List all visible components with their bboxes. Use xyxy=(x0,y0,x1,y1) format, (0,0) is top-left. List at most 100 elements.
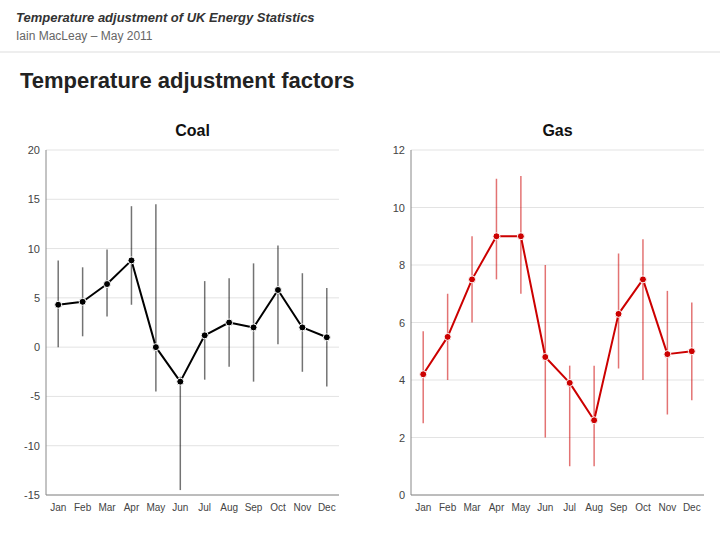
grid-line xyxy=(46,495,339,496)
y-axis: 024681012 xyxy=(393,144,704,501)
point xyxy=(104,281,111,288)
x-tick-label: Feb xyxy=(74,502,92,513)
x-axis-line xyxy=(411,495,704,496)
point xyxy=(664,351,671,358)
y-tick-label: 5 xyxy=(34,292,40,304)
chart: Coal-15-10-505101520JanFebMarAprMayJunJu… xyxy=(24,122,339,513)
point xyxy=(469,276,476,283)
point xyxy=(542,354,549,361)
point xyxy=(493,233,500,240)
x-tick-label: Aug xyxy=(585,502,603,513)
y-axis-line xyxy=(411,150,412,495)
grid-line xyxy=(411,150,704,151)
separator xyxy=(0,52,720,53)
x-tick-label: Nov xyxy=(658,502,676,513)
y-tick-label: 12 xyxy=(393,144,405,156)
header-text: Iain MacLeay – May 2011 xyxy=(16,29,153,43)
x-tick-label: Jan xyxy=(415,502,431,513)
x-tick-label: Feb xyxy=(439,502,457,513)
grid-line xyxy=(46,445,339,446)
x-tick-label: Jun xyxy=(537,502,553,513)
x-tick-label: May xyxy=(511,502,530,513)
grid-line xyxy=(46,248,339,249)
point xyxy=(444,333,451,340)
grid-line xyxy=(411,207,704,208)
y-tick-label: 8 xyxy=(399,259,405,271)
y-tick-label: 0 xyxy=(34,341,40,353)
y-tick-label: 6 xyxy=(399,317,405,329)
y-tick-label: -5 xyxy=(30,390,40,402)
x-tick-label: Oct xyxy=(635,502,651,513)
error-bar xyxy=(131,206,133,305)
x-axis-line xyxy=(46,495,339,496)
error-bar xyxy=(180,377,182,490)
marks xyxy=(420,176,696,466)
x-tick-label: Apr xyxy=(489,502,505,513)
point xyxy=(420,371,427,378)
y-tick-label: 20 xyxy=(28,144,40,156)
x-axis: Jan Feb Mar Apr May Jun Jul Aug Sep Oct Nov Dec xyxy=(415,502,701,513)
error-bar xyxy=(496,179,498,280)
chart-root: Temperature adjustment of UK Energy Stat… xyxy=(0,0,720,540)
point xyxy=(274,286,281,293)
error-bar xyxy=(253,263,255,381)
chart-title: Gas xyxy=(542,122,572,139)
x-tick-label: Jul xyxy=(563,502,576,513)
y-tick-label: 15 xyxy=(28,193,40,205)
page: {"title": "Temperature adjustment factor… xyxy=(0,0,720,540)
y-tick-label: 10 xyxy=(393,202,405,214)
grid-line xyxy=(46,396,339,397)
grid-line xyxy=(411,495,704,496)
point xyxy=(55,301,62,308)
y-tick-label: 0 xyxy=(399,489,405,501)
grid-line xyxy=(46,347,339,348)
error-bar xyxy=(302,273,304,372)
x-tick-label: Dec xyxy=(318,502,336,513)
grid-line xyxy=(46,150,339,151)
point xyxy=(177,378,184,385)
point xyxy=(128,257,135,264)
x-tick-label: Sep xyxy=(245,502,263,513)
x-tick-label: Jul xyxy=(198,502,211,513)
x-tick-label: Jan xyxy=(50,502,66,513)
chart: Gas024681012JanFebMarAprMayJunJulAugSepO… xyxy=(393,122,704,513)
title: Temperature adjustment factors xyxy=(20,68,355,93)
point xyxy=(639,276,646,283)
point xyxy=(79,298,86,305)
x-tick-label: Dec xyxy=(683,502,701,513)
error-bar xyxy=(155,204,157,391)
x-tick-label: Jun xyxy=(172,502,188,513)
point xyxy=(566,379,573,386)
error-bar xyxy=(642,239,644,380)
x-tick-label: Aug xyxy=(220,502,238,513)
error-bar xyxy=(277,246,279,345)
y-tick-label: -15 xyxy=(24,489,40,501)
chart-title: Coal xyxy=(175,122,210,139)
y-axis-line xyxy=(46,150,47,495)
grid-line xyxy=(411,380,704,381)
x-tick-label: Mar xyxy=(463,502,481,513)
x-tick-label: Sep xyxy=(610,502,628,513)
header-text: Temperature adjustment of UK Energy Stat… xyxy=(16,10,315,25)
point xyxy=(615,310,622,317)
y-axis: -15 -10 -5 0 5 10 15 20 xyxy=(24,144,339,501)
point xyxy=(688,348,695,355)
grid-line xyxy=(411,437,704,438)
point xyxy=(201,332,208,339)
series-line xyxy=(58,260,327,381)
x-tick-label: Oct xyxy=(270,502,286,513)
header: Temperature adjustment of UK Energy Stat… xyxy=(16,10,315,43)
y-tick-label: 10 xyxy=(28,243,40,255)
x-tick-label: Mar xyxy=(98,502,116,513)
point xyxy=(152,344,159,351)
point xyxy=(517,233,524,240)
error-bar xyxy=(204,281,206,380)
grid-line xyxy=(411,265,704,266)
grid-line xyxy=(46,199,339,200)
y-tick-label: -10 xyxy=(24,440,40,452)
x-tick-label: Nov xyxy=(293,502,311,513)
x-tick-label: Apr xyxy=(124,502,140,513)
x-axis: JanFebMarAprMayJunJulAugSepOctNovDec xyxy=(50,502,336,513)
point xyxy=(323,334,330,341)
marks xyxy=(55,204,331,490)
